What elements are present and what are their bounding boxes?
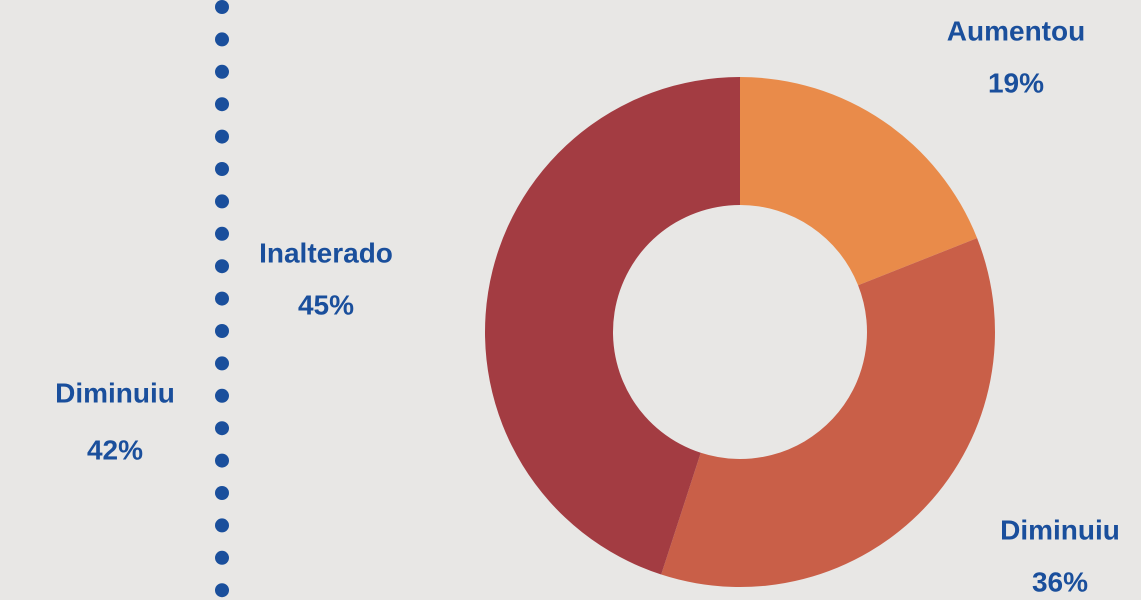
divider-dot — [215, 324, 229, 338]
donut-slice — [484, 77, 740, 575]
divider-dot — [215, 550, 229, 565]
divider-dot — [215, 32, 229, 47]
slice-label: Inalterado — [259, 237, 393, 268]
donut-slice — [740, 77, 978, 286]
divider-dot — [215, 226, 229, 241]
slice-label: Diminuiu — [1000, 514, 1120, 545]
divider-dot — [215, 291, 229, 306]
side-label-name: Diminuiu — [55, 377, 175, 408]
slice-value-label: 45% — [298, 289, 354, 320]
dotted-divider — [215, 0, 229, 598]
slice-label: Aumentou — [947, 15, 1085, 46]
divider-dot — [215, 97, 229, 112]
slice-value-label: 19% — [988, 67, 1044, 98]
divider-dot — [215, 129, 229, 144]
side-label-value: 42% — [87, 434, 143, 465]
divider-dot — [215, 388, 229, 403]
donut-slice — [661, 238, 996, 588]
divider-dot — [215, 259, 229, 274]
divider-dot — [215, 64, 229, 79]
divider-dot — [215, 583, 229, 598]
divider-dot — [215, 194, 229, 209]
divider-dot — [215, 0, 229, 14]
divider-dot — [215, 486, 229, 500]
divider-dot — [215, 453, 229, 468]
slice-value-label: 36% — [1032, 566, 1088, 597]
divider-dot — [215, 518, 229, 533]
divider-dot — [215, 421, 229, 436]
divider-dot — [215, 356, 229, 371]
divider-dot — [215, 162, 229, 176]
